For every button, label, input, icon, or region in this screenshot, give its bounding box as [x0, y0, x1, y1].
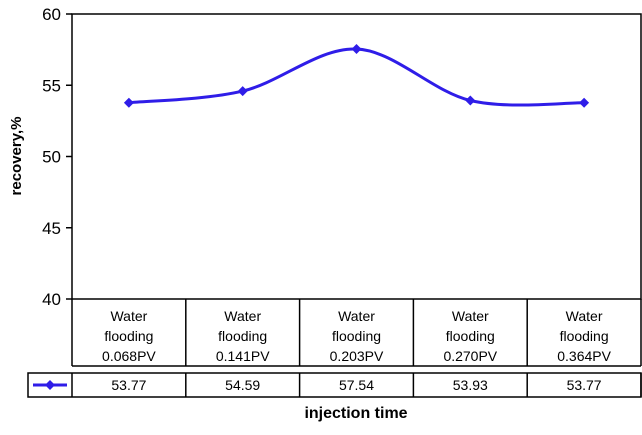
data-value-label: 53.93 [453, 377, 488, 393]
category-label: Water flooding 0.364PV [557, 308, 611, 364]
y-tick-label: 45 [42, 219, 61, 238]
x-axis-label: injection time [304, 405, 407, 422]
category-label: Water flooding 0.068PV [102, 308, 156, 364]
y-axis-label: recovery,% [8, 117, 25, 196]
category-label: Water flooding 0.141PV [216, 308, 270, 364]
plot-frame [71, 13, 642, 300]
series-point-marker [579, 97, 590, 108]
legend-marker-key [45, 380, 55, 390]
data-value-label: 54.59 [225, 377, 260, 393]
series-point-marker [123, 97, 134, 108]
y-tick-label: 50 [42, 148, 61, 167]
series-layer [123, 44, 590, 108]
data-value-label: 53.77 [567, 377, 602, 393]
data-value-label: 53.77 [111, 377, 146, 393]
y-axis: 40 45 50 55 60 [42, 5, 72, 309]
series-point-marker [465, 95, 476, 106]
y-tick-label: 40 [42, 290, 61, 309]
series-line [128, 47, 585, 107]
data-table: Water flooding 0.068PV Water flooding 0.141PV… [27, 299, 642, 398]
y-tick-label: 60 [42, 5, 61, 24]
y-tick-label: 55 [42, 76, 61, 95]
category-label: Water flooding 0.203PV [330, 308, 384, 364]
series-point-marker [351, 44, 362, 55]
category-label: Water flooding 0.270PV [443, 308, 497, 364]
series-point-marker [237, 86, 248, 97]
plot-area-border [71, 13, 642, 300]
data-value-label: 57.54 [339, 377, 374, 393]
